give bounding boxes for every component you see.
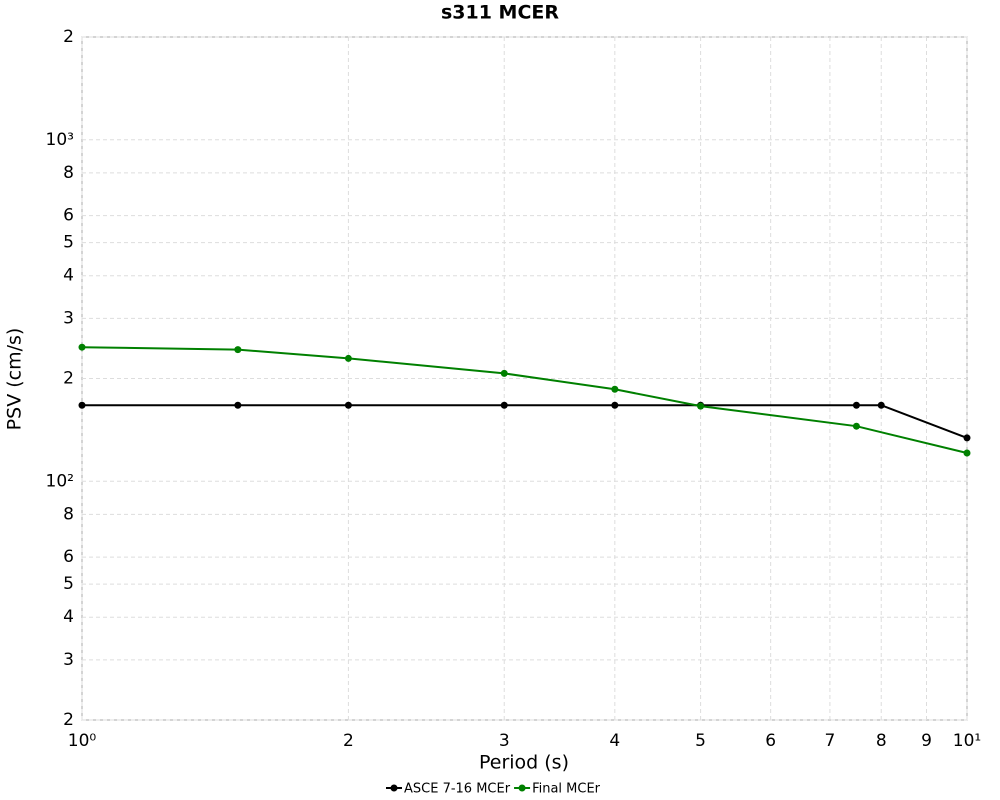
data-point: [344, 354, 352, 362]
legend-label: Final MCEr: [532, 782, 601, 797]
x-tick-label: 5: [695, 731, 706, 751]
y-tick-label: 8: [63, 504, 74, 524]
y-tick-label: 5: [63, 574, 74, 594]
y-tick-label: 5: [63, 233, 74, 253]
data-point: [78, 343, 86, 351]
data-point: [963, 449, 971, 457]
y-tick-label: 10³: [46, 130, 74, 150]
y-tick-label: 3: [63, 308, 74, 328]
y-tick-label: 2: [63, 27, 74, 47]
series-line: [81, 346, 968, 455]
y-tick-label: 4: [63, 266, 74, 286]
data-point: [234, 346, 242, 354]
x-axis-label: Period (s): [479, 752, 569, 774]
y-tick-label: 2: [63, 369, 74, 389]
data-point: [611, 385, 619, 393]
x-tick-label: 9: [921, 731, 932, 751]
y-axis-label: PSV (cm/s): [4, 328, 26, 431]
legend-marker: [390, 784, 398, 792]
legend: ASCE 7-16 MCEr Final MCEr: [386, 782, 601, 797]
x-tick-label: 4: [609, 731, 620, 751]
x-tick-label: 6: [765, 731, 776, 751]
data-point: [234, 401, 242, 409]
y-tick-label: 8: [63, 163, 74, 183]
data-point: [344, 401, 352, 409]
x-tick-label: 7: [824, 731, 835, 751]
x-tick-label: 3: [499, 731, 510, 751]
data-point: [852, 401, 860, 409]
x-tick-label: 10¹: [953, 731, 981, 751]
y-tick-label: 3: [63, 650, 74, 670]
legend-marker: [518, 784, 526, 792]
x-tick-label: 2: [343, 731, 354, 751]
data-point: [877, 401, 885, 409]
data-point: [963, 434, 971, 442]
y-tick-label: 2: [63, 710, 74, 730]
y-tick-label: 10²: [46, 471, 74, 491]
y-tick-label: 4: [63, 607, 74, 627]
data-point: [697, 402, 705, 410]
legend-label: ASCE 7-16 MCEr: [404, 782, 511, 797]
data-point: [611, 401, 619, 409]
x-tick-label: 10⁰: [68, 731, 97, 751]
y-tick-label: 6: [63, 206, 74, 226]
data-point: [852, 422, 860, 430]
data-point: [78, 401, 86, 409]
chart-title: s311 MCER: [441, 2, 559, 24]
x-tick-label: 8: [876, 731, 887, 751]
y-tick-label: 6: [63, 547, 74, 567]
data-point: [500, 401, 508, 409]
data-point: [500, 369, 508, 377]
